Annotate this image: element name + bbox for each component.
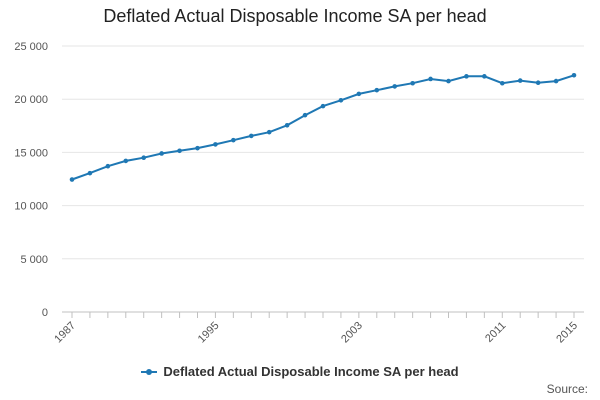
data-point: [517, 78, 523, 83]
data-point: [410, 80, 415, 86]
x-tick-label: 2015: [554, 320, 580, 346]
data-point: [248, 133, 254, 139]
legend-line-marker-icon: [141, 368, 158, 375]
data-point: [571, 72, 577, 78]
data-point: [553, 78, 559, 84]
series-line: [71, 74, 575, 181]
data-point: [105, 163, 111, 169]
data-point: [231, 137, 236, 143]
data-point: [87, 170, 93, 176]
data-point: [320, 103, 326, 109]
data-point: [338, 97, 344, 103]
data-point: [213, 142, 218, 147]
y-tick-label: 0: [42, 307, 48, 319]
legend-label: Deflated Actual Disposable Income SA per…: [163, 364, 459, 379]
y-tick-label: 10 000: [14, 201, 48, 213]
data-point: [392, 84, 398, 89]
data-point: [499, 80, 505, 86]
data-point: [482, 74, 487, 79]
data-point: [177, 148, 182, 154]
data-point: [464, 74, 469, 79]
data-point: [284, 122, 290, 128]
y-tick-label: 25 000: [14, 41, 48, 53]
y-tick-label: 20 000: [14, 94, 48, 106]
legend[interactable]: Deflated Actual Disposable Income SA per…: [0, 364, 600, 379]
data-point: [266, 129, 272, 135]
plot-area: [69, 72, 577, 182]
x-tick-label: 2003: [339, 320, 365, 346]
data-point: [356, 91, 362, 97]
chart-title: Deflated Actual Disposable Income SA per…: [0, 6, 600, 27]
y-axis: 0 5 000 10 000 15 000 20 000 25 000: [14, 41, 48, 319]
data-point: [428, 76, 433, 82]
source-label: Source:: [546, 382, 588, 396]
y-tick-label: 5 000: [20, 254, 48, 266]
data-point: [374, 87, 380, 93]
data-point: [69, 177, 75, 182]
x-tick-label: 1987: [52, 320, 78, 346]
gridlines: [62, 45, 584, 260]
data-point: [195, 145, 200, 151]
data-point: [535, 80, 541, 86]
x-axis: 1987 1995 2003 2011 2015: [52, 311, 584, 346]
data-point: [159, 151, 164, 156]
chart-title-text: Deflated Actual Disposable Income SA per…: [103, 6, 487, 26]
x-tick-label: 1995: [196, 320, 222, 346]
data-point: [123, 158, 129, 164]
data-point: [302, 112, 308, 118]
data-point: [446, 78, 451, 84]
y-tick-label: 15 000: [14, 147, 48, 159]
x-tick-label: 2011: [483, 320, 508, 345]
data-point: [141, 155, 147, 161]
